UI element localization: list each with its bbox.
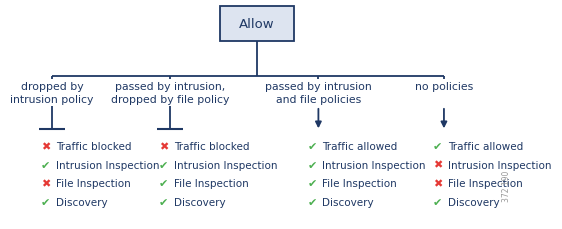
Text: ✔: ✔ [433,197,442,207]
Text: File Inspection: File Inspection [56,179,131,189]
Text: no policies: no policies [415,82,473,91]
Text: Allow: Allow [239,18,275,31]
Text: Discovery: Discovery [56,197,108,207]
Text: ✔: ✔ [159,179,168,189]
Text: passed by intrusion,
dropped by file policy: passed by intrusion, dropped by file pol… [111,82,229,105]
Text: File Inspection: File Inspection [448,179,523,189]
Text: Discovery: Discovery [448,197,500,207]
Text: Traffic blocked: Traffic blocked [56,141,132,151]
Text: Traffic blocked: Traffic blocked [174,141,250,151]
Text: Traffic allowed: Traffic allowed [323,141,398,151]
Text: Discovery: Discovery [323,197,374,207]
Text: File Inspection: File Inspection [174,179,248,189]
Text: Discovery: Discovery [174,197,225,207]
Text: ✖: ✖ [159,141,168,151]
Text: 372 190: 372 190 [501,170,510,201]
FancyBboxPatch shape [220,7,294,42]
Text: Intrusion Inspection: Intrusion Inspection [323,160,426,170]
Text: passed by intrusion
and file policies: passed by intrusion and file policies [265,82,372,105]
Text: ✔: ✔ [159,197,168,207]
Text: ✔: ✔ [307,179,317,189]
Text: ✔: ✔ [307,141,317,151]
Text: ✖: ✖ [41,179,51,189]
Text: ✔: ✔ [41,160,51,170]
Text: ✔: ✔ [159,160,168,170]
Text: Traffic allowed: Traffic allowed [448,141,523,151]
Text: ✔: ✔ [433,141,442,151]
Text: ✖: ✖ [433,179,442,189]
Text: ✔: ✔ [307,160,317,170]
Text: Intrusion Inspection: Intrusion Inspection [448,160,551,170]
Text: dropped by
intrusion policy: dropped by intrusion policy [10,82,94,105]
Text: ✖: ✖ [41,141,51,151]
Text: Intrusion Inspection: Intrusion Inspection [174,160,278,170]
Text: File Inspection: File Inspection [323,179,397,189]
Text: ✔: ✔ [41,197,51,207]
Text: Intrusion Inspection: Intrusion Inspection [56,160,160,170]
Text: ✖: ✖ [433,160,442,170]
Text: ✔: ✔ [307,197,317,207]
